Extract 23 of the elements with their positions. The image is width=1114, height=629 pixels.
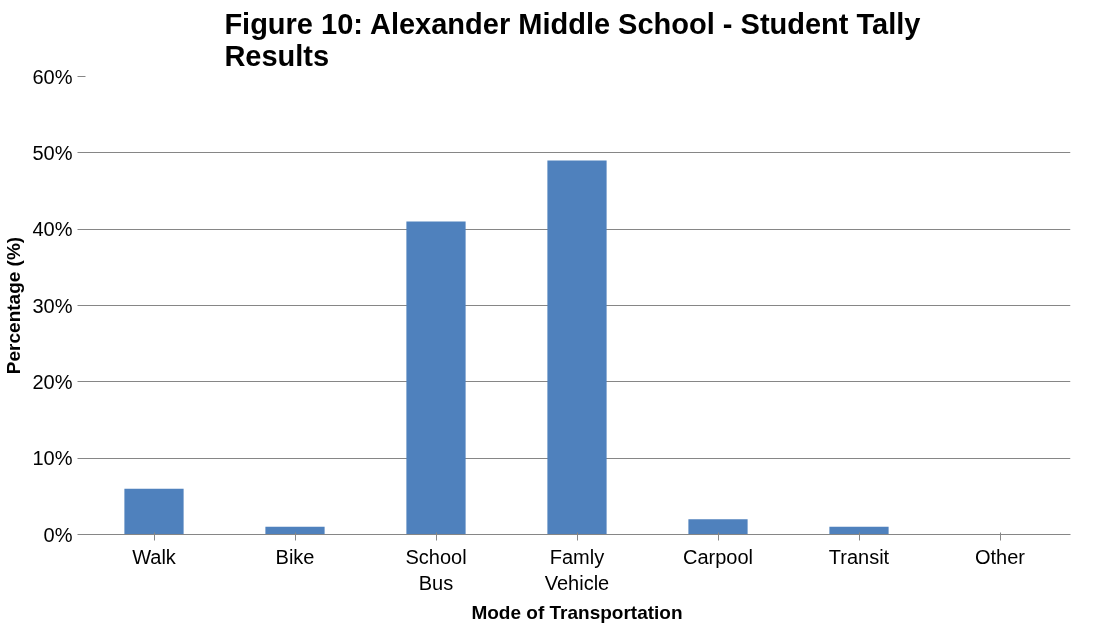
bar xyxy=(688,519,748,535)
bar xyxy=(547,160,607,535)
x-tick-label: Bike xyxy=(275,545,315,568)
y-tick-label: 60% xyxy=(32,65,73,88)
y-tick-label: 20% xyxy=(32,370,73,393)
y-tick-label: 0% xyxy=(43,523,73,546)
chart-title: Figure 10: Alexander Middle School - Student Tally Results xyxy=(224,7,921,72)
x-tick-label: Transit xyxy=(828,545,890,568)
x-tick-label: Other xyxy=(974,545,1026,568)
x-tick-label: Famly Vehicle xyxy=(544,545,610,594)
y-tick-label: 40% xyxy=(32,218,73,241)
y-tick-label: 10% xyxy=(32,447,73,470)
y-axis-title: Percentage (%) xyxy=(3,236,25,375)
bar xyxy=(829,526,889,535)
x-axis-title: Mode of Transportation xyxy=(471,601,683,623)
y-tick-label: 50% xyxy=(32,141,73,164)
bar xyxy=(124,488,184,535)
y-tick-label: 30% xyxy=(32,294,73,317)
x-tick-label: Walk xyxy=(132,545,177,568)
bar xyxy=(406,221,466,535)
x-tick-label: Carpool xyxy=(682,545,754,568)
bar xyxy=(265,526,325,535)
x-tick-label: School Bus xyxy=(405,545,467,594)
